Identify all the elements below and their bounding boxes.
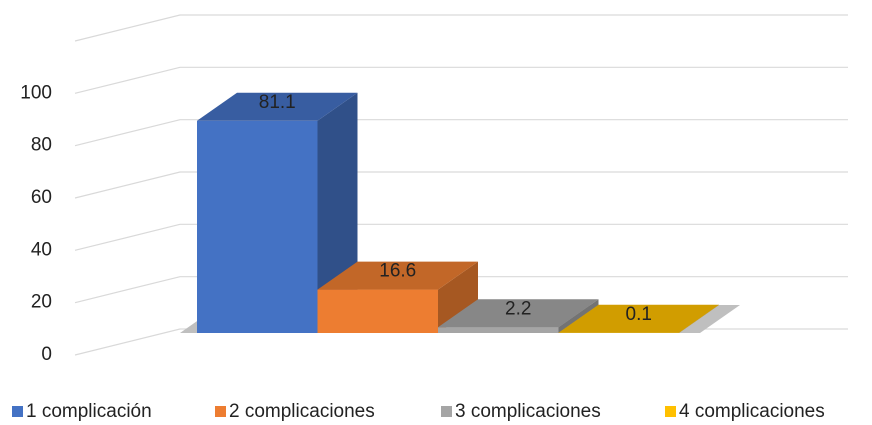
grid-line — [74, 14, 848, 42]
y-tick-label: 100 — [20, 82, 52, 103]
grid-line — [74, 119, 848, 147]
data-label: 0.1 — [626, 304, 652, 325]
y-tick-label: 60 — [31, 187, 52, 208]
data-label: 2.2 — [505, 298, 531, 319]
bar-top — [197, 92, 358, 121]
grid-line — [74, 223, 848, 251]
bar — [438, 327, 559, 333]
bar-top — [317, 261, 478, 290]
bar-top — [438, 299, 599, 328]
legend-swatch — [12, 406, 23, 417]
legend-swatch — [665, 406, 676, 417]
bar — [197, 120, 318, 333]
grid-line — [74, 66, 848, 94]
y-tick-label: 20 — [31, 292, 52, 313]
bar-side — [558, 299, 599, 333]
y-tick-label: 80 — [31, 135, 52, 156]
bar-side — [438, 261, 478, 333]
legend-label: 4 complicaciones — [679, 401, 825, 422]
legend-label: 2 complicaciones — [229, 401, 375, 422]
bar — [317, 289, 438, 333]
y-tick-label: 0 — [41, 344, 52, 365]
legend-label: 1 complicación — [26, 401, 152, 422]
data-label: 16.6 — [379, 261, 416, 282]
bar-top — [558, 304, 719, 333]
legend-label: 3 complicaciones — [455, 401, 601, 422]
grid-line — [74, 171, 848, 199]
data-label: 81.1 — [259, 92, 296, 113]
legend-swatch — [215, 406, 226, 417]
legend-swatch — [441, 406, 452, 417]
y-tick-label: 40 — [31, 239, 52, 260]
grid-line — [74, 276, 848, 304]
bar-side — [679, 304, 719, 333]
